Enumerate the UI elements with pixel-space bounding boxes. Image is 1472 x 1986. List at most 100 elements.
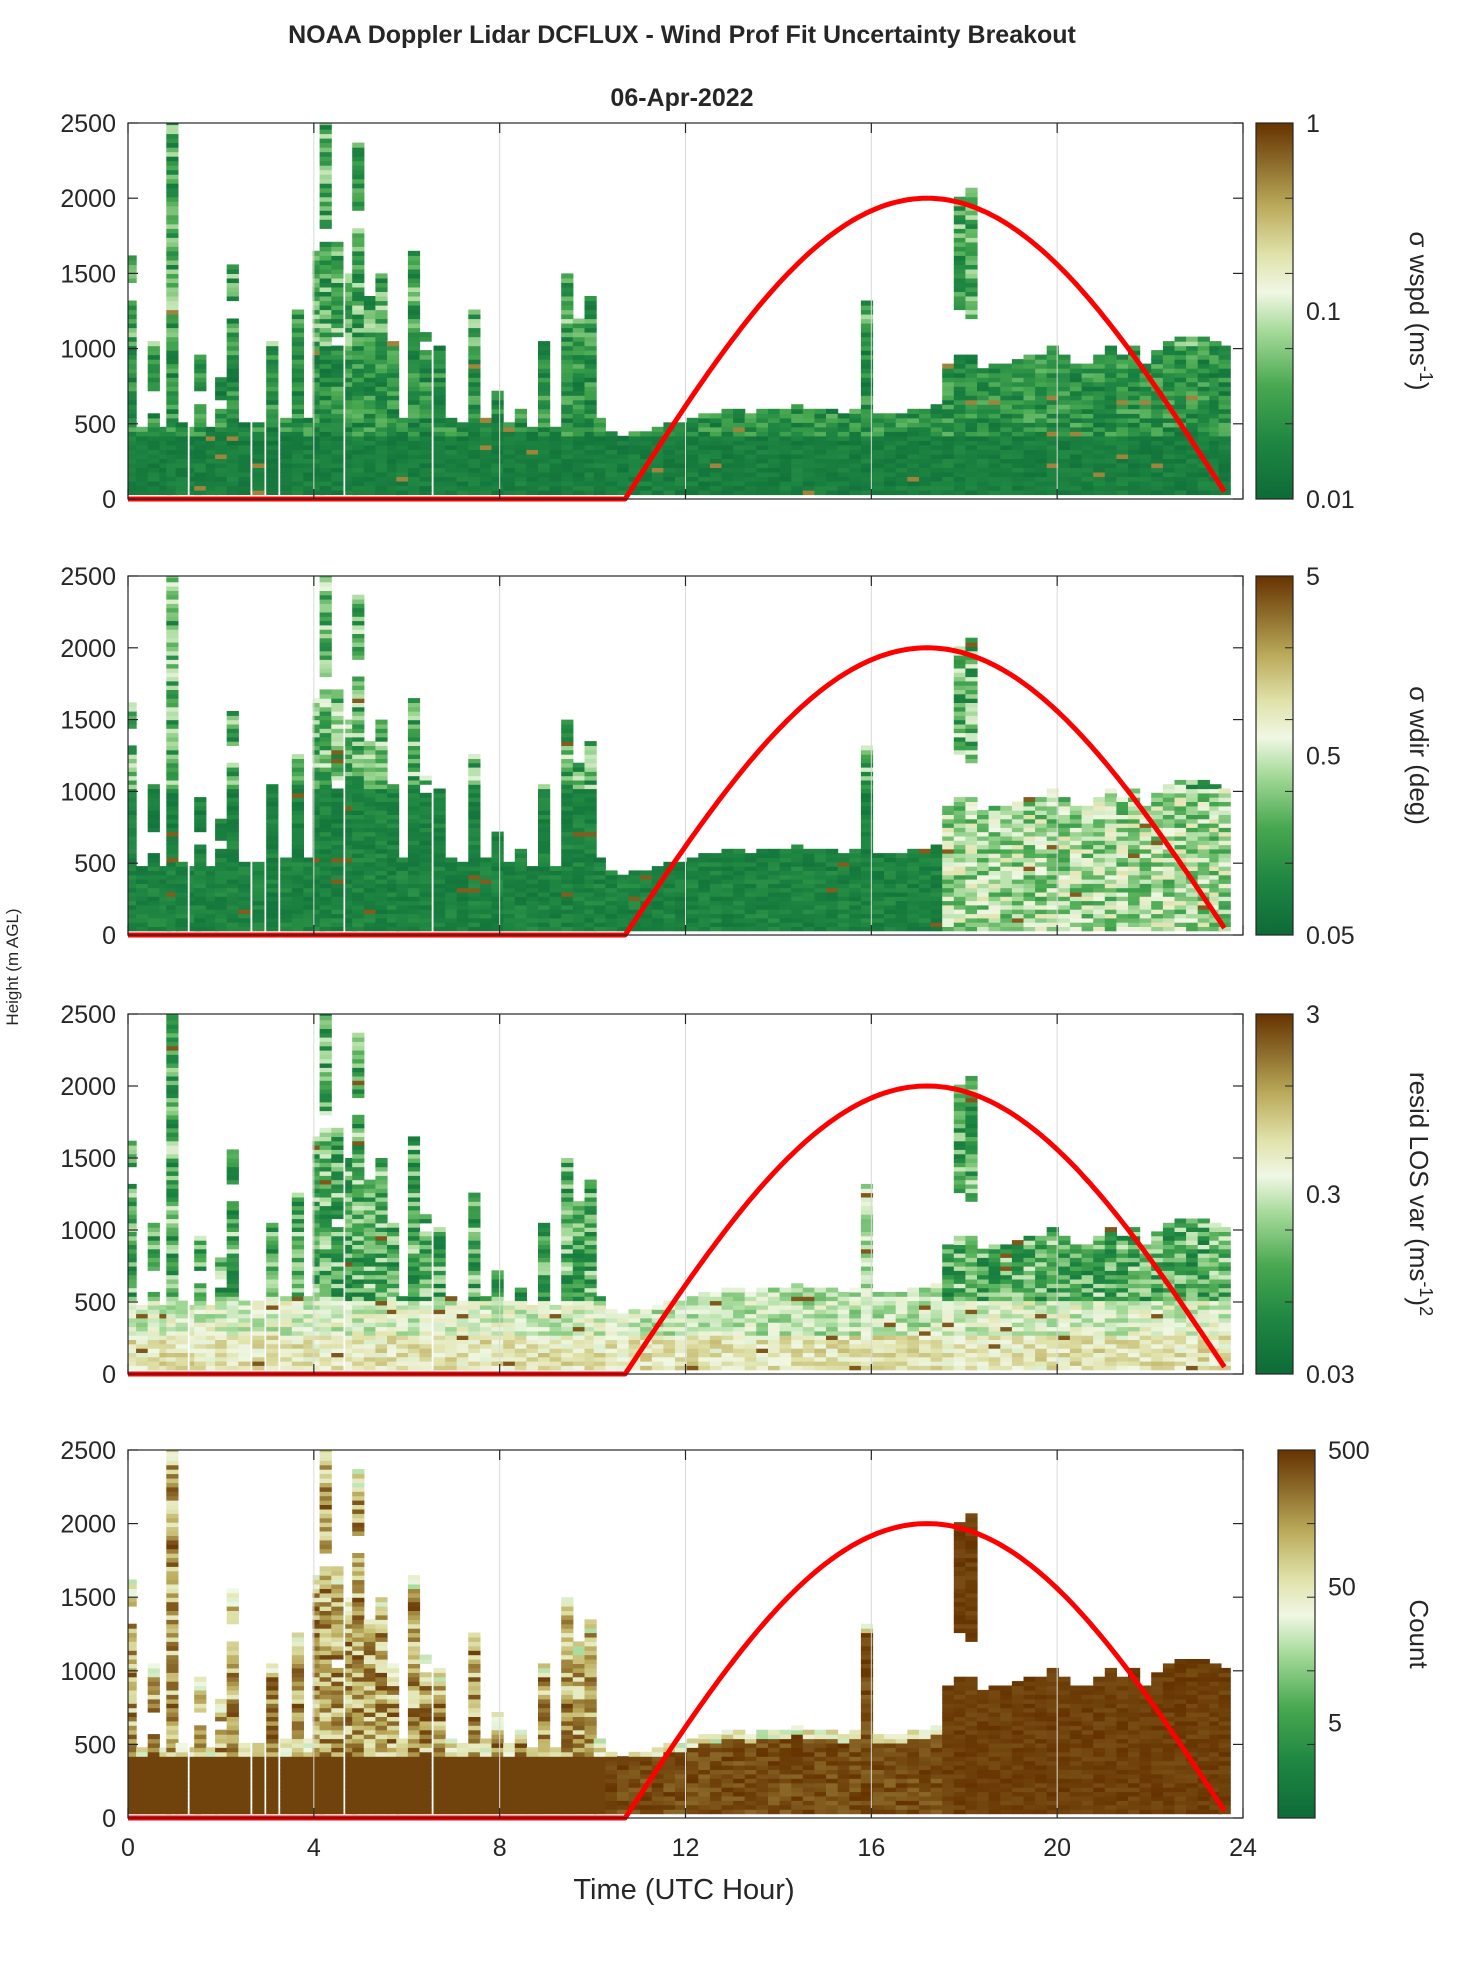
- heatmap-cell: [930, 458, 943, 464]
- heatmap-cell: [1058, 440, 1071, 446]
- heatmap-cell: [593, 431, 606, 437]
- heatmap-cell: [166, 277, 179, 283]
- heatmap-cell: [965, 823, 978, 828]
- heatmap-cell: [194, 861, 207, 867]
- heatmap-cell: [907, 481, 920, 487]
- heatmap-cell: [919, 467, 932, 473]
- heatmap-cell: [352, 435, 365, 441]
- heatmap-cell: [617, 467, 630, 473]
- heatmap-cell: [147, 440, 160, 446]
- heatmap-cell: [605, 887, 618, 893]
- heatmap-cell: [756, 900, 769, 906]
- heatmap-cell: [503, 891, 516, 897]
- heatmap-cell: [238, 904, 251, 910]
- heatmap-cell: [407, 305, 421, 311]
- heatmap-cell: [584, 887, 597, 893]
- heatmap-cell: [675, 444, 688, 450]
- heatmap-cell: [953, 273, 966, 279]
- heatmap-cell: [226, 268, 239, 274]
- heatmap-cell: [1162, 490, 1176, 496]
- heatmap-cell: [849, 444, 862, 450]
- heatmap-cell: [226, 818, 239, 824]
- heatmap-cell: [1128, 476, 1141, 482]
- heatmap-cell: [303, 922, 316, 927]
- heatmap-cell: [988, 395, 1001, 401]
- heatmap-cell: [312, 435, 325, 441]
- heatmap-cell: [387, 458, 400, 464]
- heatmap-cell: [561, 286, 574, 292]
- heatmap-cell: [363, 749, 376, 755]
- heatmap-cell: [175, 900, 188, 906]
- heatmap-cell: [651, 435, 664, 441]
- heatmap-cell: [445, 440, 458, 446]
- heatmap-cell: [965, 471, 978, 477]
- heatmap-cell: [331, 861, 344, 867]
- heatmap-cell: [640, 870, 653, 876]
- heatmap-cell: [1197, 471, 1210, 477]
- heatmap-cell: [1128, 359, 1141, 365]
- heatmap-cell: [468, 792, 481, 798]
- heatmap-cell: [1116, 363, 1129, 369]
- heatmap-cell: [953, 296, 966, 302]
- heatmap-cell: [1069, 435, 1083, 441]
- heatmap-cell: [345, 861, 358, 867]
- heatmap-cell: [860, 831, 874, 837]
- heatmap-cell: [312, 377, 325, 383]
- heatmap-cell: [802, 481, 815, 487]
- heatmap-cell: [709, 476, 723, 482]
- heatmap-cell: [1209, 422, 1222, 428]
- heatmap-cell: [363, 814, 376, 820]
- heatmap-cell: [977, 857, 990, 863]
- heatmap-cell: [907, 444, 920, 450]
- heatmap-cell: [1058, 413, 1071, 419]
- heatmap-cell: [1035, 354, 1048, 360]
- heatmap-cell: [698, 467, 711, 473]
- heatmap-cell: [166, 309, 179, 315]
- heatmap-cell: [930, 874, 943, 880]
- heatmap-cell: [709, 904, 723, 910]
- heatmap-cell: [584, 368, 597, 374]
- heatmap-cell: [814, 870, 827, 876]
- heatmap-cell: [593, 490, 606, 496]
- heatmap-cell: [387, 827, 400, 833]
- heatmap-cell: [1046, 417, 1059, 423]
- heatmap-cell: [802, 866, 815, 871]
- heatmap-cell: [363, 805, 376, 811]
- heatmap-cell: [215, 471, 228, 477]
- heatmap-cell: [238, 462, 251, 468]
- heatmap-cell: [252, 900, 265, 906]
- heatmap-cell: [280, 904, 293, 910]
- heatmap-cell: [468, 874, 481, 880]
- heatmap-cell: [1151, 471, 1164, 477]
- heatmap-cell: [1218, 404, 1231, 410]
- heatmap-cell: [252, 891, 265, 897]
- heatmap-cell: [375, 922, 388, 927]
- heatmap-cell: [375, 305, 388, 311]
- heatmap-cell: [675, 431, 688, 437]
- heatmap-cell: [605, 462, 618, 468]
- heatmap-cell: [617, 458, 630, 464]
- heatmap-cell: [572, 887, 585, 893]
- heatmap-cell: [345, 814, 358, 820]
- heatmap-cell: [407, 458, 421, 464]
- heatmap-cell: [375, 814, 388, 820]
- heatmap-cell: [1186, 395, 1199, 401]
- heatmap-cell: [319, 818, 332, 824]
- heatmap-cell: [1218, 399, 1231, 405]
- heatmap-cell: [756, 462, 769, 468]
- heatmap-cell: [331, 462, 344, 468]
- heatmap-cell: [319, 255, 332, 261]
- heatmap-cell: [709, 449, 723, 455]
- heatmap-cell: [988, 372, 1001, 378]
- heatmap-cell: [159, 917, 172, 923]
- heatmap-cell: [605, 922, 618, 927]
- heatmap-cell: [561, 372, 574, 378]
- heatmap-cell: [491, 870, 504, 876]
- heatmap-cell: [791, 848, 804, 854]
- heatmap-cell: [407, 771, 421, 777]
- heatmap-cell: [166, 178, 179, 184]
- heatmap-cell: [988, 368, 1001, 374]
- heatmap-cell: [433, 481, 446, 487]
- heatmap-cell: [166, 467, 179, 473]
- heatmap-cell: [584, 779, 597, 785]
